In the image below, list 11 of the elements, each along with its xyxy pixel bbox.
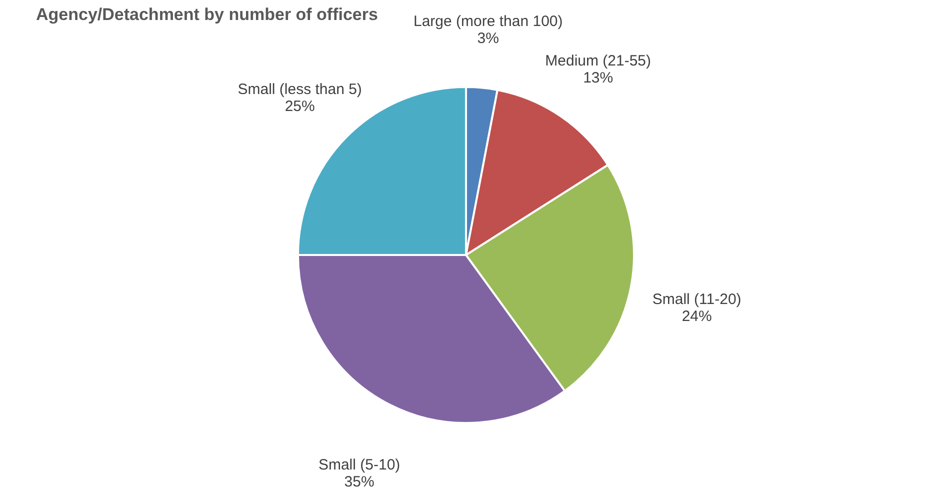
slice-label: Small (less than 5)	[238, 80, 362, 98]
data-label: 3%	[477, 30, 499, 48]
slice-label: Small (5-10)	[318, 456, 400, 474]
data-label: 24%	[682, 308, 712, 326]
data-label: 25%	[284, 98, 315, 115]
data-label: 35%	[344, 473, 374, 490]
data-label: 13%	[583, 70, 614, 87]
slice-label: Medium (21-55)	[545, 52, 652, 70]
slice-label: Large (more than 100)	[413, 13, 563, 30]
chart-title: Agency/Detachment by number of officers	[36, 5, 378, 24]
slice-label: Small (11-20)	[652, 291, 742, 308]
